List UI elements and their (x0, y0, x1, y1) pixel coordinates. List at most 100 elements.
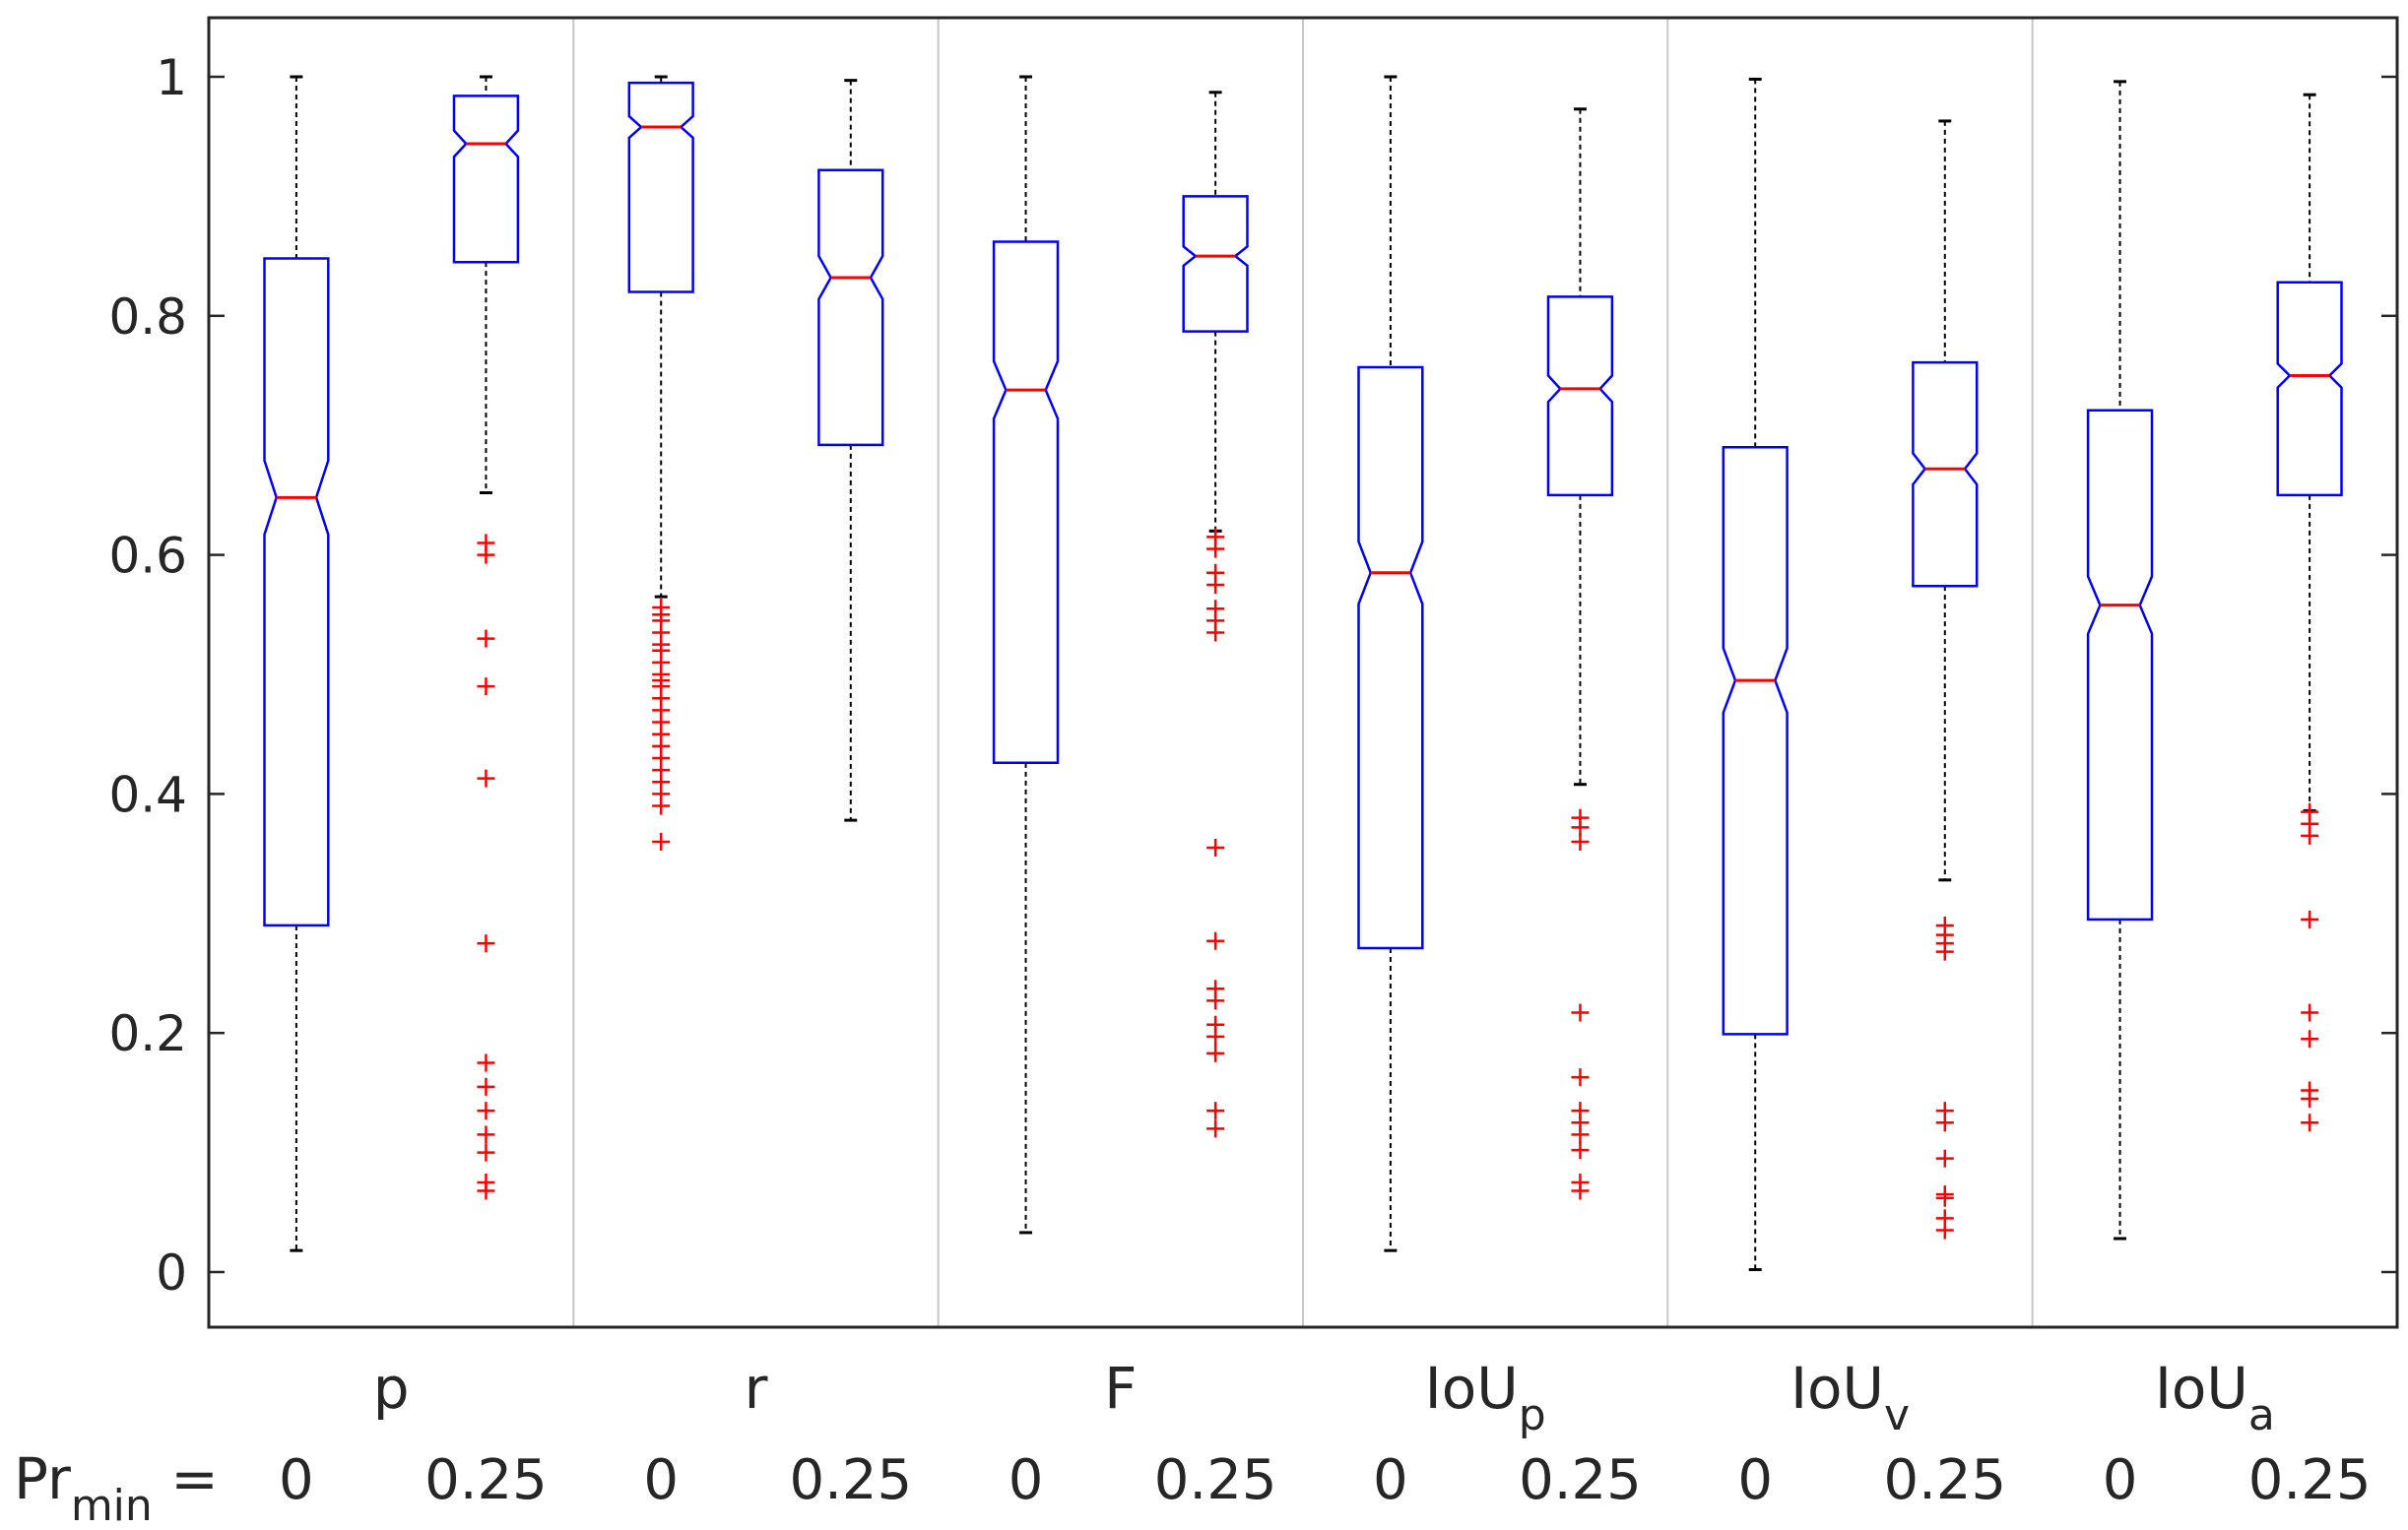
box-IoU_p-1 (1546, 107, 1614, 1200)
y-tick-label: 0.4 (108, 766, 187, 823)
group-IoU_p (1357, 75, 1614, 1252)
box-IoU_a-1 (2276, 93, 2343, 1132)
x-label-IoU_p-1: 0.25 (1519, 1448, 1642, 1512)
outlier-marker (2301, 1089, 2319, 1108)
x-label-r-0: 0 (643, 1448, 679, 1512)
group-r (627, 75, 884, 851)
outlier-marker (477, 1077, 495, 1096)
outlier-marker (1935, 1221, 1954, 1240)
box-body (1182, 195, 1249, 333)
outlier-marker (1571, 1068, 1590, 1087)
group-label-IoU_a: IoUa (2155, 1355, 2275, 1440)
x-label-IoU_p-0: 0 (1373, 1448, 1408, 1512)
box-IoU_v-0 (1722, 77, 1789, 1272)
x-label-IoU_a-1: 0.25 (2248, 1448, 2372, 1512)
outlier-marker (477, 1125, 495, 1144)
outlier-marker (1206, 931, 1225, 950)
x-label-F-1: 0.25 (1154, 1448, 1277, 1512)
group-separators (572, 18, 2034, 1327)
box-body (627, 81, 694, 293)
outlier-marker (477, 1053, 495, 1072)
y-tick-label: 0 (156, 1244, 187, 1302)
y-axis: 0 0.2 0.4 0.6 0.8 1 (108, 49, 2397, 1302)
box-body (1357, 365, 1424, 950)
box-r-1 (817, 79, 884, 822)
y-tick-label: 1 (156, 49, 187, 106)
x-label-IoU_v-1: 0.25 (1883, 1448, 2006, 1512)
x-label-F-0: 0 (1009, 1448, 1044, 1512)
outlier-marker (477, 1143, 495, 1162)
outlier-marker (477, 1181, 495, 1200)
group-label-r: r (745, 1355, 768, 1422)
box-p-0 (263, 75, 330, 1252)
plot-frame (207, 16, 2399, 1329)
outlier-marker (1206, 540, 1225, 558)
outlier-marker (1935, 1149, 1954, 1168)
outlier-marker (1935, 942, 1954, 961)
outlier-marker (1571, 1003, 1590, 1022)
outlier-marker (1206, 1119, 1225, 1138)
outlier-marker (1571, 1181, 1590, 1200)
x-label-IoU_v-0: 0 (1737, 1448, 1773, 1512)
y-tick-label: 0.8 (108, 288, 187, 346)
x-label-p-1: 0.25 (424, 1448, 548, 1512)
group-p (263, 75, 520, 1252)
outlier-marker (477, 545, 495, 564)
outlier-marker (477, 629, 495, 648)
outlier-marker (2301, 1030, 2319, 1049)
outlier-marker (2301, 826, 2319, 845)
outlier-marker (1935, 1188, 1954, 1207)
y-tick-label: 0.2 (108, 1005, 187, 1062)
outlier-marker (1935, 1114, 1954, 1132)
outlier-marker (1206, 623, 1225, 642)
box-IoU_p-0 (1357, 75, 1424, 1252)
group-label-IoU_p: IoUp (1425, 1355, 1546, 1440)
outlier-marker (1206, 1102, 1225, 1120)
box-body (817, 168, 884, 447)
box-r-0 (627, 75, 694, 851)
group-IoU_a (2086, 80, 2343, 1241)
outlier-marker (652, 797, 671, 815)
box-IoU_v-1 (1912, 119, 1979, 1240)
box-F-1 (1182, 91, 1249, 1138)
outlier-marker (477, 934, 495, 953)
box-body (1546, 295, 1614, 497)
outlier-marker (1571, 1125, 1590, 1144)
outlier-marker (477, 677, 495, 696)
box-F-0 (992, 75, 1060, 1235)
box-body (452, 95, 520, 264)
group-label-IoU_v: IoUv (1790, 1355, 1910, 1440)
box-body (2276, 281, 2343, 497)
outlier-marker (652, 832, 671, 851)
box-IoU_a-0 (2086, 80, 2154, 1241)
outlier-marker (2301, 1114, 2319, 1132)
outlier-marker (1206, 991, 1225, 1010)
x-label-r-1: 0.25 (789, 1448, 912, 1512)
group-IoU_v (1722, 77, 1979, 1272)
plot-marks (263, 75, 2343, 1272)
group-label-F: F (1104, 1355, 1137, 1422)
outlier-marker (1206, 1044, 1225, 1062)
outlier-marker (1206, 1027, 1225, 1046)
box-body (1912, 360, 1979, 588)
x-label-IoU_a-0: 0 (2103, 1448, 2138, 1512)
outlier-marker (477, 1102, 495, 1120)
outlier-marker (1571, 1141, 1590, 1160)
outlier-marker (1206, 575, 1225, 594)
box-body (992, 240, 1060, 765)
box-body (2086, 409, 2154, 922)
box-body (1722, 446, 1789, 1036)
box-p-1 (452, 75, 520, 1200)
outlier-marker (1206, 839, 1225, 858)
group-F (992, 75, 1249, 1235)
parameter-label: Prmin = (14, 1445, 219, 1530)
group-label-p: p (373, 1355, 410, 1422)
x-label-p-0: 0 (279, 1448, 314, 1512)
y-tick-label: 0.6 (108, 528, 187, 585)
outlier-marker (2301, 1003, 2319, 1022)
outlier-marker (2301, 910, 2319, 928)
box-body (263, 257, 330, 927)
outlier-marker (477, 769, 495, 788)
